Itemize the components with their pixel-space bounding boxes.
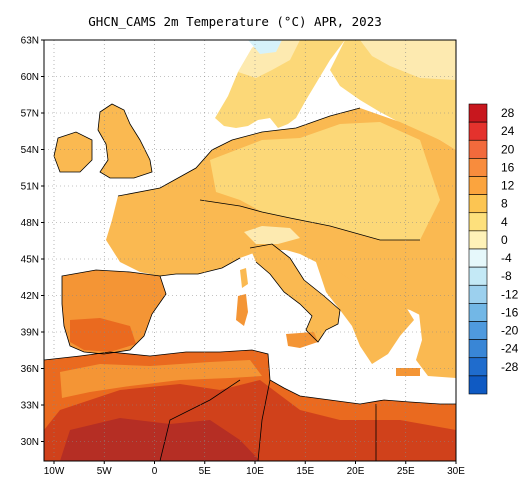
land-corsica: [240, 268, 248, 288]
lat-tick-label: 48N: [21, 218, 39, 229]
colorbar-segment: [468, 266, 488, 286]
colorbar-label: -20: [501, 324, 519, 338]
colorbar-label: -24: [501, 342, 519, 356]
land-atlas-cool: [60, 360, 262, 398]
lat-tick-label: 36N: [21, 364, 39, 375]
land-sicily: [286, 332, 318, 348]
colorbar-segment: [468, 176, 488, 195]
longitude-axis-labels: 10W 5W 0 5E 10E 15E 20E 25E 30E: [44, 461, 465, 477]
lat-tick-label: 54N: [21, 145, 39, 156]
colorbar: 28 24 20 16 12 8 4 0 -4 -8 -12 -16 -20 -24 -28: [468, 103, 519, 395]
colorbar-label: -4: [501, 251, 512, 265]
lon-tick-label: 5E: [199, 466, 212, 477]
map-plot-area: [44, 40, 456, 461]
lat-tick-label: 30N: [21, 437, 39, 448]
colorbar-label: 12: [501, 179, 515, 193]
lat-tick-label: 60N: [21, 72, 39, 83]
lon-tick-label: 0: [152, 466, 158, 477]
land-scandinavia-north-cold: [238, 40, 300, 78]
lat-tick-label: 51N: [21, 182, 39, 193]
lon-tick-label: 15E: [296, 466, 314, 477]
lon-tick-label: 20E: [347, 466, 365, 477]
colorbar-segment: [468, 375, 488, 395]
colorbar-segment: [468, 230, 488, 250]
colorbar-label: -8: [501, 269, 512, 283]
colorbar-label: 20: [501, 142, 515, 156]
colorbar-segment: [468, 158, 488, 177]
colorbar-segment: [468, 103, 488, 123]
lat-tick-label: 42N: [21, 291, 39, 302]
land-alps: [244, 226, 300, 244]
colorbar-segment: [468, 303, 488, 322]
colorbar-segment: [468, 339, 488, 359]
land-north-russia-cool: [360, 40, 456, 80]
colorbar-segment: [468, 357, 488, 377]
colorbar-segment: [468, 284, 488, 304]
colorbar-label: -12: [501, 287, 519, 301]
lat-tick-label: 39N: [21, 328, 39, 339]
colorbar-segment: [468, 194, 488, 214]
lat-tick-label: 57N: [21, 109, 39, 120]
lat-tick-label: 45N: [21, 255, 39, 266]
land-snow-patch: [248, 40, 282, 54]
land-britain: [98, 104, 152, 178]
colorbar-label: 28: [501, 106, 515, 120]
colorbar-segment: [468, 139, 488, 159]
lon-tick-label: 10E: [246, 466, 264, 477]
land-sardinia: [236, 294, 248, 326]
land-central-europe-mild: [210, 122, 440, 240]
land-crete: [396, 368, 420, 376]
colorbar-segment: [468, 321, 488, 340]
map-gridlines: [44, 40, 456, 461]
lat-tick-label: 33N: [21, 401, 39, 412]
figure-title: GHCN_CAMS 2m Temperature (°C) APR, 2023: [88, 14, 382, 29]
colorbar-label: 4: [501, 215, 508, 229]
colorbar-label: 24: [501, 124, 515, 138]
lon-tick-label: 30E: [447, 466, 465, 477]
colorbar-label: 0: [501, 233, 508, 247]
lon-tick-label: 25E: [397, 466, 415, 477]
land-italy: [250, 244, 340, 342]
lon-tick-label: 10W: [44, 466, 65, 477]
colorbar-label: 16: [501, 160, 515, 174]
land-iberia-south-hot: [70, 318, 136, 352]
map-frame: [43, 39, 457, 462]
colorbar-segment: [468, 121, 488, 141]
lat-tick-label: 63N: [21, 36, 39, 47]
latitude-axis-labels: 63N 60N 57N 54N 51N 48N 45N 42N 39N 36N 33N 30N: [21, 36, 44, 448]
colorbar-segment: [468, 212, 488, 232]
lon-tick-label: 5W: [97, 466, 113, 477]
land-ireland: [54, 132, 92, 172]
colorbar-segment: [468, 248, 488, 268]
land-sahara-extreme: [60, 418, 260, 461]
land-balkans-greece: [316, 262, 414, 364]
colorbar-label: -16: [501, 305, 519, 319]
country-borders: [44, 103, 456, 461]
land-turkey: [416, 296, 456, 378]
colorbar-label: 8: [501, 197, 508, 211]
colorbar-label: -28: [501, 360, 519, 374]
